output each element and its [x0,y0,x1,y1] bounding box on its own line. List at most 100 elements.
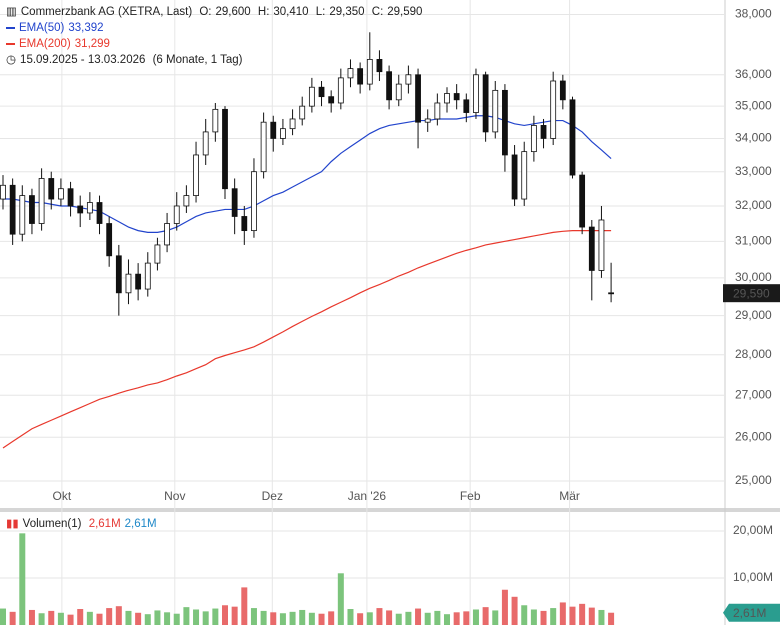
candle-body [530,125,537,153]
candle-body [222,108,228,190]
volume-bar [492,610,499,625]
candle-body [231,188,238,217]
candle-body [405,74,412,85]
y-tick-label: 35,000 [735,98,772,112]
candle-body [67,188,74,207]
last-price-label: 29,590 [733,286,770,300]
legend-name: EMA(200) [19,38,71,50]
volume-bar [308,612,315,625]
candle-body [48,178,55,200]
legend-value: 31,299 [74,38,110,50]
legend-swatch [6,26,15,29]
volume-bar [318,613,325,625]
candle-body [19,195,26,235]
volume-bar [405,611,412,625]
x-tick-label: Nov [164,489,185,503]
candle-body [125,273,132,294]
x-tick-label: Jan '26 [348,489,387,503]
panel-separator [0,508,780,512]
candle-body [424,118,431,123]
candle-body [308,86,315,107]
volume-bar [289,611,296,625]
volume-bar [241,587,248,625]
range-row: ◷ 15.09.2025 - 13.03.2026 (6 Monate, 1 Ta… [6,52,426,68]
candle-body [328,96,335,104]
volume-bar [540,610,547,625]
candle-body [0,184,6,200]
y-tick-label: 31,000 [735,234,772,248]
candle-body [58,188,64,200]
volume-bar [395,613,402,625]
volume-bar [357,613,364,625]
volume-bar [270,612,277,625]
candle-body [540,125,547,139]
candle-body [473,74,479,113]
candle-body [299,105,306,120]
volume-bar [86,611,93,625]
ohlc-key: L: [315,6,326,18]
legend-value: 2,61M [124,518,157,530]
volume-bar [511,596,518,625]
volume-bar [559,602,566,625]
volume-bar [588,607,595,625]
title-row: ▥ Commerzbank AG (XETRA, Last) O: 29,600 H… [6,4,426,20]
x-tick-label: Dez [262,489,283,503]
legend-swatch [6,42,15,45]
clock-icon: ◷ [6,54,17,66]
candle-body [559,80,566,101]
candle-body [86,202,93,214]
volume-legend-name: Volumen(1) [22,518,82,530]
y-tick-label: 25,000 [735,473,772,487]
candle-body [251,171,257,232]
volume-bar [501,589,508,625]
candle-body [212,108,219,133]
volume-bar [212,608,219,625]
candle-body [38,178,45,224]
candle-body [202,131,209,156]
candle-body [521,151,528,200]
volume-bar [231,606,238,625]
volume-bar [521,605,528,625]
candle-body [453,93,460,101]
y-tick-label: 32,000 [735,198,772,212]
candle-body [289,118,296,130]
candle-body [241,216,248,232]
candle-body [144,262,151,290]
volume-bar [135,612,142,625]
candle-body [270,121,277,139]
volume-bar [453,612,460,625]
volume-bar [337,573,344,625]
y-tick-label: 34,000 [735,131,772,145]
volume-bar [598,609,605,625]
candle-body [444,93,450,104]
volume-bar [328,611,335,625]
candle-body [415,74,421,123]
candle-body [106,223,113,257]
volume-bar [28,609,35,625]
volume-bar [347,609,354,625]
volume-bar [530,609,537,625]
candle-body [357,68,364,85]
candle-body [337,77,344,104]
candle-body [280,128,286,139]
candle-body [608,292,615,295]
volume-bar [48,610,55,625]
candle-body [511,154,518,200]
candle-body [366,59,373,85]
candle-body [135,273,142,290]
candle-body [347,68,354,79]
volume-bar [279,613,286,625]
ohlc-value: 29,600 [215,6,251,18]
candle-body [183,195,190,207]
volume-bar [115,606,122,625]
ohlc-value: 30,410 [273,6,309,18]
volume-bar [9,611,16,625]
y-tick-label: 30,000 [735,270,772,284]
y-tick-label: 36,000 [735,67,772,81]
candle-body [395,83,402,101]
volume-icon: ▮▮ [6,518,19,530]
volume-bar [183,607,190,625]
x-tick-label: Okt [53,489,72,503]
volume-bar [57,612,64,625]
